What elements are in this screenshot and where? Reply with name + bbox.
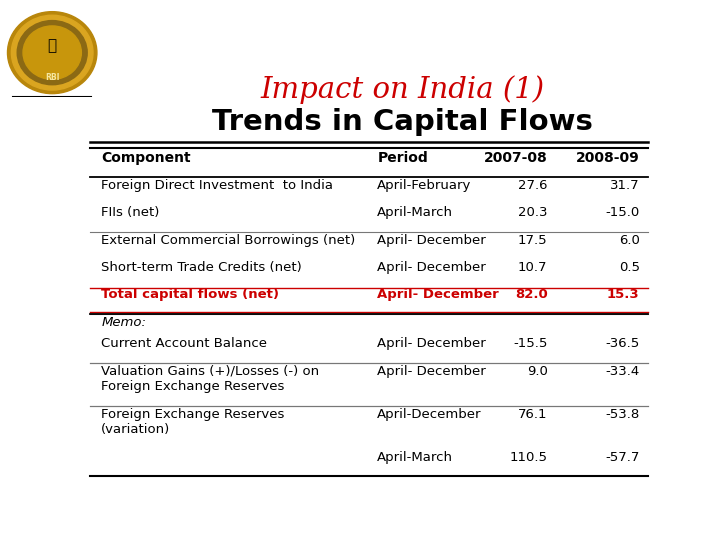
Text: Short-term Trade Credits (net): Short-term Trade Credits (net): [101, 261, 302, 274]
Text: Total capital flows (net): Total capital flows (net): [101, 288, 279, 301]
Text: -53.8: -53.8: [606, 408, 639, 421]
Text: April- December: April- December: [377, 288, 499, 301]
Text: -33.4: -33.4: [606, 364, 639, 377]
Text: RBI: RBI: [45, 73, 60, 82]
Text: April- December: April- December: [377, 338, 486, 350]
Text: 27.6: 27.6: [518, 179, 547, 192]
Text: 6.0: 6.0: [618, 234, 639, 247]
Text: 110.5: 110.5: [510, 451, 547, 464]
Text: 2007-08: 2007-08: [484, 151, 547, 165]
Text: 0.5: 0.5: [618, 261, 639, 274]
Circle shape: [7, 12, 97, 93]
Text: 82.0: 82.0: [515, 288, 547, 301]
Text: Current Account Balance: Current Account Balance: [101, 338, 267, 350]
Text: April-February: April-February: [377, 179, 472, 192]
Text: April- December: April- December: [377, 234, 486, 247]
Text: -36.5: -36.5: [606, 338, 639, 350]
Text: 9.0: 9.0: [527, 364, 547, 377]
Circle shape: [23, 26, 81, 79]
Text: April- December: April- December: [377, 364, 486, 377]
Text: 15.3: 15.3: [607, 288, 639, 301]
Text: Trends in Capital Flows: Trends in Capital Flows: [212, 109, 593, 137]
Text: External Commercial Borrowings (net): External Commercial Borrowings (net): [101, 234, 356, 247]
Text: April-March: April-March: [377, 451, 454, 464]
Text: 10.7: 10.7: [518, 261, 547, 274]
Circle shape: [17, 21, 87, 85]
Text: April- December: April- December: [377, 261, 486, 274]
Text: FIIs (net): FIIs (net): [101, 206, 160, 219]
Text: 31.7: 31.7: [610, 179, 639, 192]
Text: Foreign Exchange Reserves
(variation): Foreign Exchange Reserves (variation): [101, 408, 284, 436]
Text: 20.3: 20.3: [518, 206, 547, 219]
Text: 17.5: 17.5: [518, 234, 547, 247]
Text: April-March: April-March: [377, 206, 454, 219]
Text: -15.0: -15.0: [606, 206, 639, 219]
Circle shape: [12, 15, 93, 90]
Text: Valuation Gains (+)/Losses (-) on
Foreign Exchange Reserves: Valuation Gains (+)/Losses (-) on Foreig…: [101, 364, 319, 393]
Text: -15.5: -15.5: [513, 338, 547, 350]
Text: Impact on India (1): Impact on India (1): [261, 75, 544, 104]
Text: April-December: April-December: [377, 408, 482, 421]
Text: 🦁: 🦁: [48, 38, 57, 53]
Text: Memo:: Memo:: [101, 316, 146, 329]
Text: 76.1: 76.1: [518, 408, 547, 421]
Text: Foreign Direct Investment  to India: Foreign Direct Investment to India: [101, 179, 333, 192]
Text: -57.7: -57.7: [606, 451, 639, 464]
Text: Period: Period: [377, 151, 428, 165]
Text: Component: Component: [101, 151, 191, 165]
Text: 2008-09: 2008-09: [576, 151, 639, 165]
